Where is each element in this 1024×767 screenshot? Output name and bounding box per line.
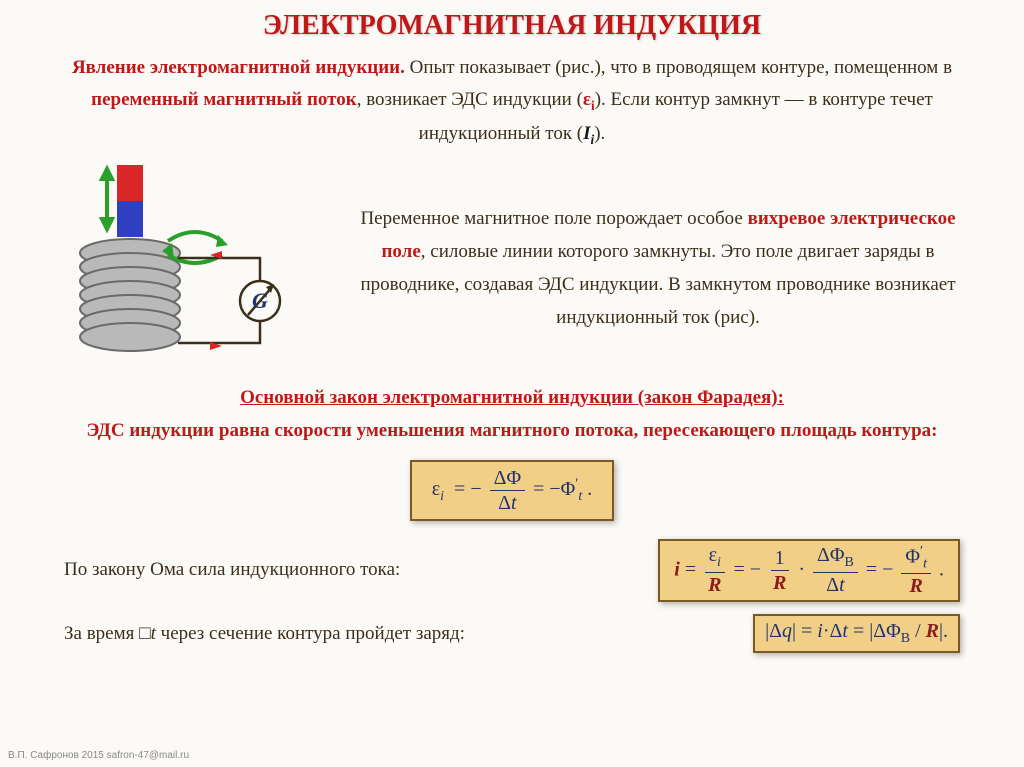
intro-t1: Опыт показывает (рис.), что в проводящем… bbox=[405, 57, 952, 78]
ohm-row: По закону Ома сила индукционного тока: i… bbox=[60, 539, 964, 603]
svg-text:G: G bbox=[252, 288, 268, 313]
I-symbol: I bbox=[583, 123, 590, 144]
para-t1: Переменное магнитное поле порождает особ… bbox=[360, 208, 747, 229]
charge-text: За время □t через сечение контура пройде… bbox=[64, 623, 465, 645]
law-heading: Основной закон электромагнитной индукции… bbox=[60, 387, 964, 409]
eps-symbol: ε bbox=[583, 89, 591, 110]
galvanometer-icon: G bbox=[240, 281, 280, 321]
footer-credit: В.П. Сафронов 2015 safron-47@mail.ru bbox=[8, 750, 189, 761]
motion-arrows-icon bbox=[102, 169, 112, 229]
box-char: □ bbox=[139, 623, 150, 644]
induction-diagram: G bbox=[60, 163, 330, 373]
current-arrows-icon bbox=[210, 251, 222, 350]
ohm-text: По закону Ома сила индукционного тока: bbox=[64, 559, 400, 581]
explain-paragraph: Переменное магнитное поле порождает особ… bbox=[352, 202, 964, 335]
coil-icon bbox=[80, 239, 180, 351]
charge-formula: |Δq| = i·Δt = |ΔΦB / R|. bbox=[753, 614, 960, 653]
emf-formula: εi = − ΔΦΔt = −Φ′t . bbox=[60, 460, 964, 521]
intro-hl1: переменный магнитный поток bbox=[91, 89, 357, 110]
ohm-formula: i = εiR = − 1R · ΔΦBΔt = − Φ′tR . bbox=[658, 539, 960, 603]
intro-paragraph: Явление электромагнитной индукции. Опыт … bbox=[60, 52, 964, 151]
law-statement: ЭДС индукции равна скорости уменьшения м… bbox=[60, 417, 964, 446]
slide-title: ЭЛЕКТРОМАГНИТНАЯ ИНДУКЦИЯ bbox=[60, 10, 964, 42]
intro-t2: , возникает ЭДС индукции ( bbox=[357, 89, 583, 110]
magnet-icon bbox=[117, 165, 143, 237]
para-t2: , силовые линии которого замкнуты. Это п… bbox=[360, 241, 955, 329]
charge-row: За время □t через сечение контура пройде… bbox=[60, 614, 964, 653]
intro-lead: Явление электромагнитной индукции. bbox=[72, 57, 405, 78]
intro-t4: ). bbox=[594, 123, 605, 144]
